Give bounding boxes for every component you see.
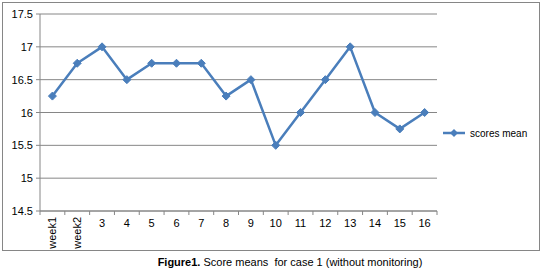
x-tick: [40, 211, 41, 215]
x-tick: [437, 211, 438, 215]
marker: [222, 92, 230, 100]
series-line: [52, 47, 424, 146]
y-tick: [36, 46, 40, 47]
marker: [48, 92, 56, 100]
marker: [123, 76, 131, 84]
x-tick-label: 3: [99, 217, 105, 229]
x-tick: [64, 211, 65, 215]
x-tick: [362, 211, 363, 215]
x-tick-label: 8: [223, 217, 229, 229]
y-tick-label: 16: [21, 107, 33, 119]
marker: [396, 125, 404, 133]
x-tick: [238, 211, 239, 215]
y-tick-label: 17.5: [12, 8, 33, 20]
title-rest: Score means for case 1 (without monitori…: [200, 256, 422, 268]
x-tick-label: 11: [295, 217, 306, 229]
x-tick-label: 9: [248, 217, 254, 229]
y-tick: [36, 145, 40, 146]
x-tick-label: week1: [46, 217, 58, 250]
marker: [346, 43, 354, 51]
x-tick: [312, 211, 313, 215]
marker: [172, 59, 180, 67]
y-tick-label: 14.5: [12, 205, 33, 217]
x-tick: [139, 211, 140, 215]
y-tick: [36, 79, 40, 80]
y-tick: [36, 178, 40, 179]
x-tick: [263, 211, 264, 215]
x-tick-label: 5: [149, 217, 155, 229]
x-tick: [164, 211, 165, 215]
chart-border: [3, 3, 540, 251]
x-tick-label: 7: [198, 217, 204, 229]
x-tick: [213, 211, 214, 215]
grid-line: [40, 79, 437, 80]
marker: [297, 109, 305, 117]
marker: [421, 109, 429, 117]
x-tick: [89, 211, 90, 215]
x-tick-label: 15: [394, 217, 406, 229]
plot-area: [48, 43, 428, 150]
legend-marker: [450, 129, 458, 137]
x-tick-label: 13: [344, 217, 356, 229]
x-tick: [387, 211, 388, 215]
y-tick-label: 15: [21, 172, 33, 184]
marker: [247, 76, 255, 84]
y-axis: [40, 14, 41, 211]
y-tick: [36, 14, 40, 15]
marker: [272, 141, 280, 149]
x-tick: [337, 211, 338, 215]
x-tick-label: 16: [418, 217, 430, 229]
x-tick: [188, 211, 189, 215]
y-tick: [36, 211, 40, 212]
x-tick-label: week2: [71, 217, 83, 250]
legend-label: scores mean: [470, 128, 527, 139]
x-tick-label: 4: [124, 217, 130, 229]
marker: [371, 109, 379, 117]
y-tick-label: 16.5: [12, 74, 33, 86]
marker: [73, 59, 81, 67]
grid-line: [40, 145, 437, 146]
grid-line: [40, 178, 437, 179]
marker: [197, 59, 205, 67]
marker: [148, 59, 156, 67]
legend-entry: scores mean: [443, 128, 527, 139]
title: Figure1. Score means for case 1 (without…: [158, 256, 423, 268]
title-bold: Figure1.: [158, 256, 201, 268]
x-tick: [412, 211, 413, 215]
marker: [321, 76, 329, 84]
x-tick: [114, 211, 115, 215]
x-tick-label: 14: [369, 217, 381, 229]
y-tick: [36, 112, 40, 113]
chart: 14.5 15 15.5 16 16.5 17 17.5 week1 week2 3 4 5 6 7 8 9 1…: [0, 0, 543, 272]
x-tick: [288, 211, 289, 215]
x-tick-label: 6: [173, 217, 179, 229]
grid-line: [40, 14, 437, 15]
marker: [98, 43, 106, 51]
x-tick-label: 10: [270, 217, 282, 229]
x-tick-label: 12: [319, 217, 331, 229]
y-tick-label: 17: [21, 41, 33, 53]
y-tick-label: 15.5: [12, 139, 33, 151]
